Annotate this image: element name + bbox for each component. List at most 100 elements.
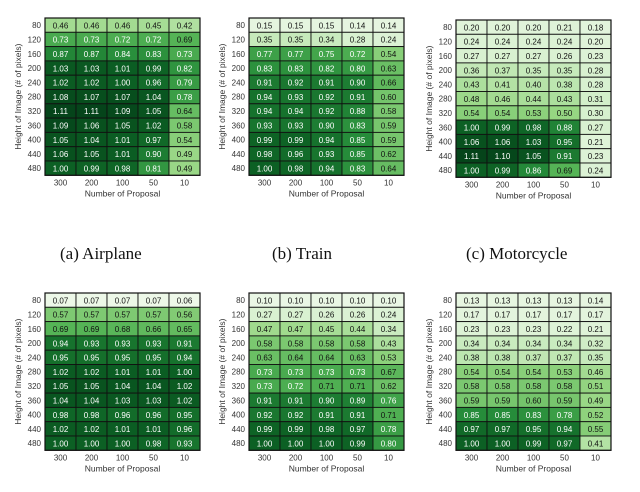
cell-value-label: 0.79: [177, 79, 193, 88]
row-tick-label: 280: [439, 95, 453, 104]
cell-value-label: 0.84: [115, 50, 131, 59]
x-axis-label: Number of Proposal: [496, 463, 572, 473]
x-axis-label: Number of Proposal: [496, 190, 572, 200]
cell-value-label: 1.03: [526, 138, 542, 147]
cell-value-label: 0.58: [177, 121, 193, 130]
row-tick-label: 480: [439, 166, 453, 175]
cell-value-label: 0.35: [588, 354, 604, 363]
heatmap-panel-6: 0.13 0.13 0.13 0.13 0.14 0.17 0.17 0.17 0.17 0.17…: [424, 292, 612, 473]
cell-value-label: 0.17: [557, 311, 573, 320]
row-tick-label: 80: [236, 21, 245, 30]
cell-value-label: 1.04: [53, 396, 69, 405]
col-tick-label: 200: [289, 178, 303, 187]
cell-value-label: 0.37: [495, 66, 511, 75]
cell-value-label: 1.00: [464, 166, 480, 175]
row-tick-label: 240: [232, 78, 246, 87]
cell-value-label: 0.31: [588, 95, 604, 104]
row-tick-label: 200: [28, 339, 42, 348]
cell-value-label: 0.91: [350, 411, 366, 420]
cell-value-label: 0.24: [381, 311, 397, 320]
row-tick-label: 320: [439, 382, 453, 391]
cell-value-label: 0.63: [350, 354, 366, 363]
cell-value-label: 0.72: [115, 36, 131, 45]
row-tick-label: 160: [232, 50, 246, 59]
cell-value-label: 0.90: [319, 396, 335, 405]
cell-value-label: 0.45: [146, 21, 162, 30]
row-tick-label: 80: [32, 21, 41, 30]
col-tick-label: 100: [527, 453, 541, 462]
cell-value-label: 0.41: [588, 439, 604, 448]
cell-value-label: 0.15: [288, 21, 304, 30]
row-tick-label: 400: [28, 411, 42, 420]
cell-value-label: 0.38: [495, 354, 511, 363]
cell-value-label: 0.59: [495, 396, 511, 405]
row-tick-label: 280: [232, 368, 246, 377]
cell-value-label: 0.95: [115, 354, 131, 363]
cell-value-label: 0.58: [557, 382, 573, 391]
cell-value-label: 0.98: [84, 411, 100, 420]
cell-value-label: 0.95: [177, 411, 193, 420]
cell-value-label: 0.15: [257, 21, 273, 30]
cell-value-label: 1.06: [53, 150, 69, 159]
cell-value-label: 0.24: [588, 166, 604, 175]
cell-value-label: 0.98: [53, 411, 69, 420]
cell-value-label: 0.99: [495, 166, 511, 175]
cell-value-label: 0.81: [146, 164, 162, 173]
cell-value-label: 0.56: [177, 311, 193, 320]
row-tick-label: 200: [28, 64, 42, 73]
cell-value-label: 1.03: [53, 64, 69, 73]
cell-value-label: 1.02: [84, 79, 100, 88]
cell-value-label: 0.93: [319, 150, 335, 159]
cell-value-label: 0.91: [319, 79, 335, 88]
cell-value-label: 0.46: [588, 368, 604, 377]
cell-value-label: 0.98: [257, 150, 273, 159]
cell-value-label: 0.27: [257, 311, 273, 320]
cell-value-label: 0.54: [526, 368, 542, 377]
cell-value-label: 0.82: [319, 64, 335, 73]
cell-value-label: 0.24: [381, 36, 397, 45]
cell-value-label: 0.93: [177, 439, 193, 448]
cell-value-label: 0.47: [257, 325, 273, 334]
cell-value-label: 1.04: [146, 93, 162, 102]
cell-value-label: 0.44: [526, 95, 542, 104]
row-tick-label: 360: [232, 396, 246, 405]
cell-value-label: 1.00: [115, 79, 131, 88]
caption-airplane: (a) Airplane: [60, 244, 142, 263]
col-tick-label: 100: [116, 178, 130, 187]
cell-value-label: 0.73: [53, 36, 69, 45]
cell-value-label: 0.87: [84, 50, 100, 59]
y-axis-label: Height of Image (# of pixels): [13, 43, 23, 149]
cell-value-label: 0.98: [115, 164, 131, 173]
row-tick-label: 480: [28, 164, 42, 173]
cell-value-label: 0.10: [288, 296, 304, 305]
heatmap-frame: [44, 292, 201, 451]
cell-value-label: 0.97: [350, 425, 366, 434]
cell-value-label: 0.99: [146, 64, 162, 73]
cell-value-label: 0.94: [288, 107, 304, 116]
row-tick-label: 360: [439, 396, 453, 405]
cell-value-label: 0.58: [350, 339, 366, 348]
heatmap-frame: [455, 292, 612, 451]
cell-value-label: 1.02: [177, 382, 193, 391]
y-axis-label: Height of Image (# of pixels): [13, 318, 23, 424]
cell-value-label: 1.00: [177, 368, 193, 377]
col-tick-label: 300: [465, 180, 479, 189]
cell-value-label: 1.01: [115, 425, 131, 434]
cell-value-label: 0.46: [495, 95, 511, 104]
cell-value-label: 0.53: [526, 109, 542, 118]
row-tick-label: 440: [232, 150, 246, 159]
cell-value-label: 0.57: [84, 311, 100, 320]
cell-value-label: 0.10: [319, 296, 335, 305]
cell-value-label: 1.04: [115, 382, 131, 391]
y-axis-label: Height of Image (# of pixels): [217, 43, 227, 149]
cell-value-label: 0.83: [350, 121, 366, 130]
cell-value-label: 0.91: [257, 79, 273, 88]
cell-value-label: 1.00: [464, 123, 480, 132]
heatmap-frame: [248, 292, 405, 451]
cell-value-label: 1.04: [146, 382, 162, 391]
cell-value-label: 0.30: [588, 109, 604, 118]
cell-value-label: 0.65: [177, 325, 193, 334]
heatmap-panel-5: 0.10 0.10 0.10 0.10 0.10 0.27 0.27 0.26 0.26 0.24…: [217, 292, 405, 473]
cell-value-label: 1.01: [115, 150, 131, 159]
